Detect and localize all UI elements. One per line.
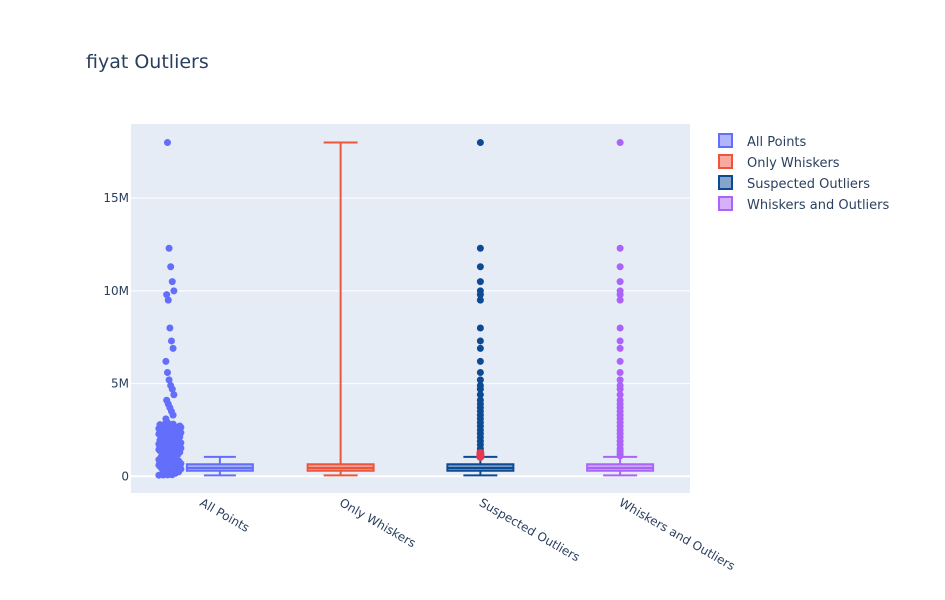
legend-item[interactable]: Suspected Outliers xyxy=(718,175,870,192)
outlier-point xyxy=(616,263,624,271)
legend[interactable]: All Points Only Whiskers Suspected Outlier… xyxy=(718,133,890,213)
x-tick-label: Whiskers and Outliers xyxy=(617,495,738,573)
plot-background xyxy=(131,124,690,493)
data-point xyxy=(162,357,170,365)
outlier-point xyxy=(476,296,484,304)
data-point xyxy=(169,344,177,352)
y-tick-label: 5M xyxy=(111,377,129,391)
outlier-point xyxy=(476,391,484,399)
data-point xyxy=(162,452,170,460)
outlier-point xyxy=(476,263,484,271)
x-axis-ticks: All Points Only Whiskers Suspected Outlier… xyxy=(197,495,737,573)
outlier-point xyxy=(616,244,624,252)
data-point xyxy=(163,368,171,376)
x-tick-label: All Points xyxy=(197,495,251,534)
legend-swatch xyxy=(718,196,733,211)
outlier-point xyxy=(616,337,624,345)
outlier-point xyxy=(476,381,484,389)
outlier-point xyxy=(616,357,624,365)
outlier-point xyxy=(476,244,484,252)
legend-item[interactable]: Only Whiskers xyxy=(718,154,840,171)
legend-label: Only Whiskers xyxy=(747,156,840,171)
data-point xyxy=(165,244,173,252)
data-point xyxy=(170,287,178,295)
y-tick-label: 10M xyxy=(103,284,129,298)
box-trace xyxy=(306,141,375,477)
outlier-point xyxy=(476,287,484,295)
outlier-point xyxy=(476,396,484,404)
data-point xyxy=(175,468,183,476)
outlier-point xyxy=(476,368,484,376)
outlier-point xyxy=(476,278,484,286)
legend-item[interactable]: Whiskers and Outliers xyxy=(718,196,890,213)
legend-label: All Points xyxy=(747,135,807,150)
outlier-point xyxy=(476,139,484,147)
box-trace xyxy=(155,139,254,479)
suspected-outlier-point xyxy=(476,449,485,458)
outlier-point xyxy=(476,344,484,352)
legend-item[interactable]: All Points xyxy=(718,133,807,150)
x-tick-label: Only Whiskers xyxy=(337,495,418,550)
data-point xyxy=(166,324,174,332)
data-point xyxy=(165,376,173,384)
data-point xyxy=(158,429,166,437)
data-point xyxy=(168,278,176,286)
data-point xyxy=(163,396,171,404)
outlier-point xyxy=(616,396,624,404)
data-point xyxy=(156,447,164,455)
data-point xyxy=(163,437,171,445)
box-trace xyxy=(446,139,515,477)
data-point xyxy=(157,464,165,472)
legend-swatch xyxy=(718,154,733,169)
outlier-point xyxy=(616,381,624,389)
x-tick-label: Suspected Outliers xyxy=(477,495,582,564)
outlier-point xyxy=(616,278,624,286)
data-point xyxy=(163,459,171,467)
outlier-point xyxy=(616,391,624,399)
outlier-point xyxy=(616,368,624,376)
data-point xyxy=(164,296,172,304)
chart-title: fiyat Outliers xyxy=(86,51,209,73)
legend-swatch xyxy=(718,133,733,148)
legend-swatch xyxy=(718,175,733,190)
outlier-point xyxy=(616,296,624,304)
outlier-point xyxy=(616,287,624,295)
box-trace xyxy=(586,139,655,477)
outlier-point xyxy=(616,376,624,384)
data-point xyxy=(163,139,171,147)
outlier-point xyxy=(616,139,624,147)
outlier-point xyxy=(476,324,484,332)
data-point xyxy=(167,337,175,345)
y-axis-ticks: 0 5M 10M 15M xyxy=(103,191,129,483)
outlier-point xyxy=(476,376,484,384)
legend-label: Suspected Outliers xyxy=(747,177,870,192)
data-point xyxy=(167,381,175,389)
outlier-point xyxy=(476,337,484,345)
outlier-point xyxy=(476,357,484,365)
data-point xyxy=(176,433,184,441)
y-tick-label: 0 xyxy=(121,469,129,483)
data-point xyxy=(167,263,175,271)
outlier-point xyxy=(616,324,624,332)
outlier-point xyxy=(616,344,624,352)
data-point xyxy=(170,391,178,399)
data-point xyxy=(162,415,170,423)
data-point xyxy=(163,291,171,299)
legend-label: Whiskers and Outliers xyxy=(747,198,890,213)
y-tick-label: 15M xyxy=(103,191,129,205)
box-traces xyxy=(155,139,655,479)
